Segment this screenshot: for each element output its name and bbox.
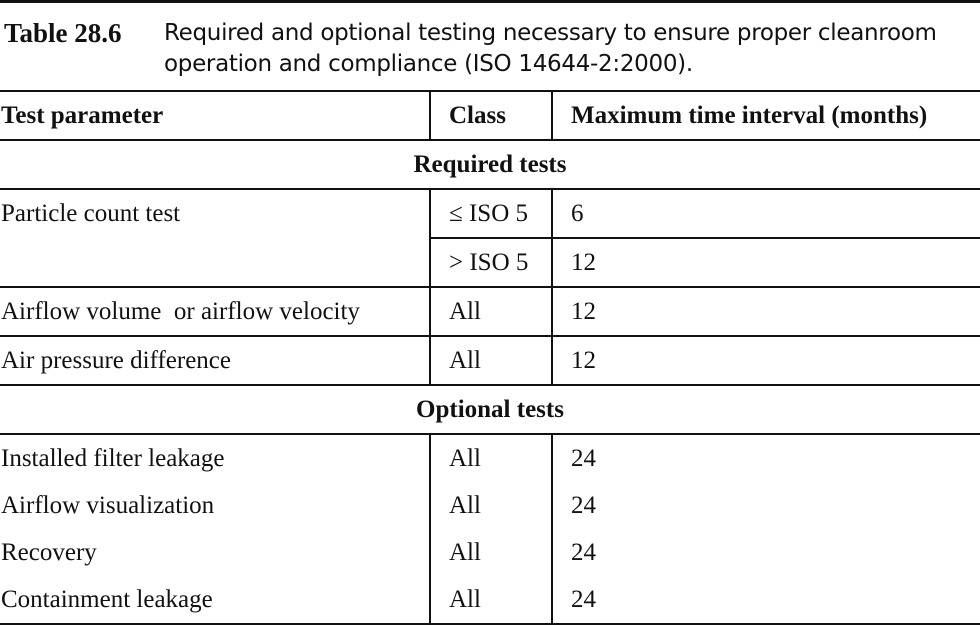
section-row: Required tests	[0, 140, 980, 190]
cell-class: > ISO 5	[429, 238, 552, 288]
cell-parameter: Containment leakage	[0, 576, 430, 625]
table-row: Installed filter leakage All 24	[0, 434, 980, 482]
table-row: Airflow visualization All 24	[0, 482, 980, 529]
cell-interval: 24	[551, 434, 980, 482]
table-row: Airflow volume or airflow velocity All 1…	[0, 287, 980, 337]
section-title: Required tests	[0, 140, 980, 190]
cell-class: All	[429, 482, 552, 529]
header-interval: Maximum time interval (months)	[551, 91, 980, 140]
section-row: Optional tests	[0, 385, 980, 435]
cell-class: All	[429, 434, 552, 482]
cell-class: ≤ ISO 5	[429, 189, 552, 239]
cell-interval: 24	[551, 482, 980, 529]
cell-class: All	[429, 287, 552, 337]
cell-class: All	[429, 336, 552, 386]
table-number: Table 28.6	[4, 18, 122, 48]
table-row: > ISO 5 12	[0, 238, 980, 288]
cell-parameter: Airflow visualization	[1, 491, 215, 519]
section-title: Optional tests	[0, 385, 980, 435]
top-rule	[0, 0, 980, 3]
header-class: Class	[429, 91, 552, 140]
cell-parameter: Airflow volume or airflow velocity	[0, 287, 430, 337]
cell-interval: 24	[551, 529, 980, 576]
cell-interval: 6	[551, 189, 980, 239]
cell-interval: 12	[551, 336, 980, 386]
cell-interval: 12	[551, 287, 980, 337]
cell-class: All	[429, 529, 552, 576]
header-row: Test parameter Class Maximum time interv…	[0, 91, 980, 140]
table-row: Containment leakage All 24	[0, 576, 980, 625]
cell-parameter: Installed filter leakage	[1, 444, 225, 472]
table-row: Air pressure difference All 12	[0, 336, 980, 386]
cell-parameter: Recovery	[1, 538, 97, 566]
cell-class: All	[429, 576, 552, 625]
cell-interval: 24	[551, 576, 980, 625]
header-test-parameter: Test parameter	[1, 101, 164, 129]
cell-parameter: Air pressure difference	[0, 336, 430, 386]
cell-interval: 12	[551, 238, 980, 288]
cell-parameter: Particle count test	[0, 189, 430, 288]
table-row: Particle count test ≤ ISO 5 6	[0, 189, 980, 288]
testing-table: Test parameter Class Maximum time interv…	[0, 90, 980, 625]
caption-text: Required and optional testing necessary …	[164, 20, 937, 77]
table-row: Recovery All 24	[0, 529, 980, 576]
